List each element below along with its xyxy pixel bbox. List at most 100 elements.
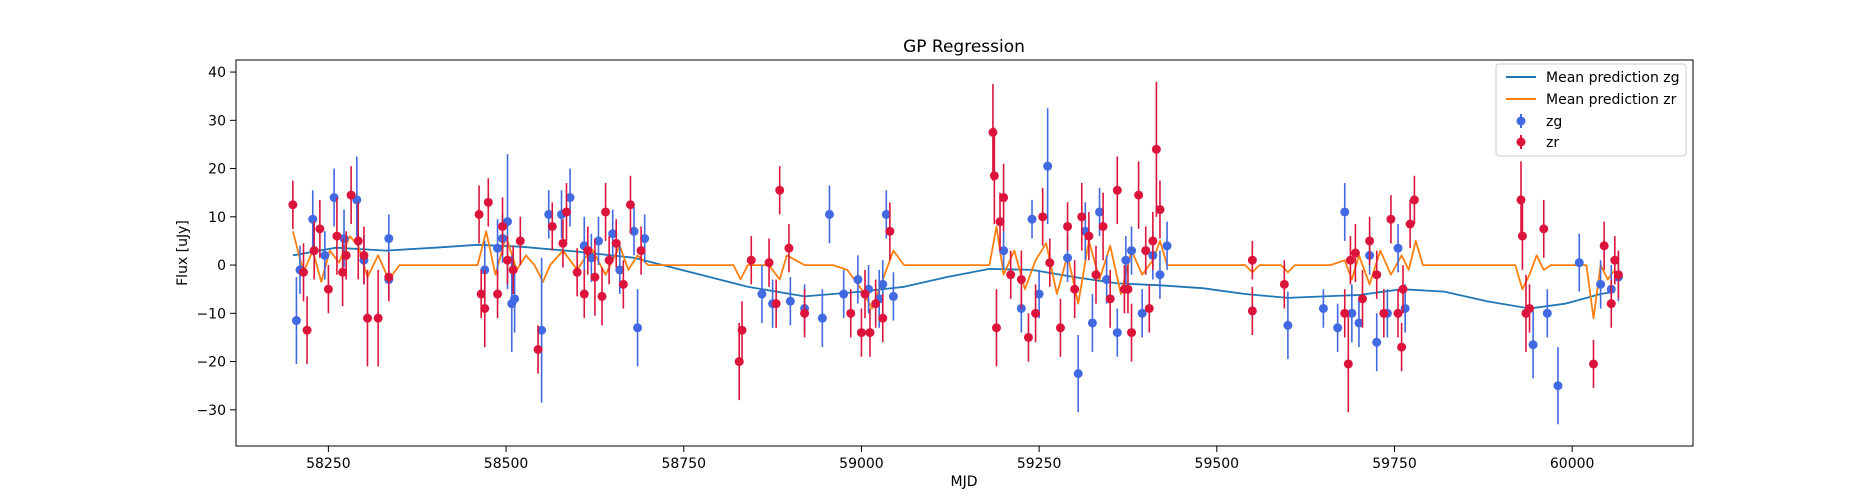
data-point-zr (878, 313, 888, 323)
data-point-zr (547, 221, 557, 231)
data-point-zr (1397, 342, 1407, 352)
data-point-zr (601, 207, 611, 217)
data-point-zr (625, 200, 635, 210)
x-tick-label: 60000 (1550, 456, 1595, 472)
data-point-zr (480, 303, 490, 313)
data-point-zr (746, 255, 756, 265)
data-point-zr (590, 272, 600, 282)
data-point-zg (817, 313, 827, 323)
data-point-zr (384, 272, 394, 282)
data-point-zr (775, 185, 785, 195)
data-point-zg (1127, 246, 1137, 256)
data-point-zr (784, 243, 794, 253)
data-point-zg (608, 229, 618, 239)
data-point-zg (1137, 308, 1147, 318)
data-point-zr (1091, 270, 1101, 280)
data-point-zg (320, 250, 330, 260)
data-point-zg (537, 325, 547, 335)
data-point-zr (1105, 294, 1115, 304)
data-point-zr (558, 238, 568, 248)
data-point-zg (1333, 323, 1343, 333)
data-point-zr (302, 325, 312, 335)
y-tick-label: −20 (196, 355, 226, 371)
y-tick-label: 30 (208, 113, 226, 129)
data-point-zr (1070, 284, 1080, 294)
legend-label-zg: zg (1546, 114, 1562, 130)
data-point-zr (865, 328, 875, 338)
data-point-zr (611, 238, 621, 248)
data-point-zg (757, 289, 767, 299)
data-point-zr (995, 217, 1005, 227)
data-point-zr (1516, 195, 1526, 205)
data-point-zg (1574, 258, 1584, 268)
data-point-zr (474, 209, 484, 219)
data-point-zg (593, 236, 603, 246)
data-point-zr (856, 328, 866, 338)
data-point-zg (1155, 270, 1165, 280)
x-tick-label: 59000 (839, 456, 884, 472)
data-point-zg (853, 275, 863, 285)
data-point-zg (1528, 340, 1538, 350)
data-point-zr (373, 313, 383, 323)
x-tick-label: 59750 (1372, 456, 1417, 472)
data-point-zr (1588, 359, 1598, 369)
data-point-zg (839, 289, 849, 299)
data-point-zg (633, 323, 643, 333)
data-point-zg (291, 316, 301, 326)
data-point-zr (1247, 255, 1257, 265)
data-point-zg (785, 296, 795, 306)
data-point-zr (1063, 221, 1073, 231)
data-point-zr (597, 291, 607, 301)
data-point-zg (1347, 308, 1357, 318)
data-point-zr (493, 289, 503, 299)
data-point-zr (323, 284, 333, 294)
data-point-zg (1596, 279, 1606, 289)
data-point-zr (1343, 359, 1353, 369)
data-point-zr (332, 231, 342, 241)
legend-label-zr: zr (1546, 135, 1559, 151)
x-tick-label: 59500 (1195, 456, 1240, 472)
y-axis: −30 −20 −10 0 10 20 30 40 (196, 65, 236, 419)
data-point-zr (1045, 258, 1055, 268)
data-point-zr (771, 299, 781, 309)
data-point-zr (636, 246, 646, 256)
data-point-zr (483, 197, 493, 207)
data-point-zr (1599, 241, 1609, 251)
data-point-zr (561, 207, 571, 217)
x-tick-label: 59250 (1017, 456, 1062, 472)
y-tick-label: −10 (196, 306, 226, 322)
series-zg-points (291, 108, 1623, 425)
data-point-zg (586, 253, 596, 263)
data-point-zg (1542, 308, 1552, 318)
data-point-zr (1539, 224, 1549, 234)
data-point-zg (878, 279, 888, 289)
data-point-zr (353, 236, 363, 246)
plot-area-frame (235, 59, 1694, 447)
data-point-zr (1610, 255, 1620, 265)
y-tick-label: 10 (208, 210, 226, 226)
data-point-zg (1372, 337, 1382, 347)
x-tick-label: 58500 (484, 456, 529, 472)
data-point-zg (1283, 320, 1293, 330)
data-point-zg (999, 246, 1009, 256)
data-point-zr (508, 265, 518, 275)
data-point-zr (309, 246, 319, 256)
data-point-zg (1318, 303, 1328, 313)
data-point-zr (800, 308, 810, 318)
data-point-zg (1121, 255, 1131, 265)
data-point-zr (988, 127, 998, 137)
series-zr-points (288, 81, 1623, 413)
y-axis-label: Flux [uJy] (175, 220, 191, 286)
data-point-zr (583, 246, 593, 256)
data-point-zg (493, 243, 503, 253)
data-point-zr (1038, 212, 1048, 222)
data-point-zr (734, 357, 744, 367)
series-line-mean-prediction-zr (292, 225, 1616, 319)
data-point-zr (1144, 303, 1154, 313)
data-point-zr (359, 250, 369, 260)
data-point-zg (881, 209, 891, 219)
data-point-zr (498, 221, 508, 231)
data-point-zr (1023, 332, 1033, 342)
data-point-zr (1134, 190, 1144, 200)
data-point-zg (1063, 253, 1073, 263)
